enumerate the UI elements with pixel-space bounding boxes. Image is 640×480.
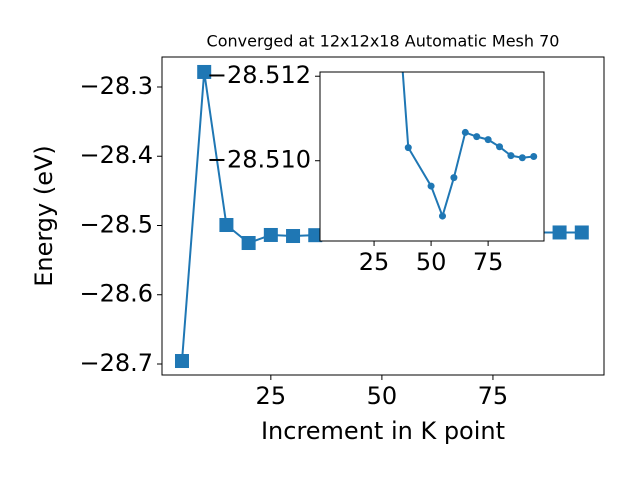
x-tick-label: 25: [359, 248, 390, 276]
marker: [263, 227, 278, 242]
y-tick-label: −28.3: [79, 72, 153, 100]
marker: [496, 143, 504, 151]
marker: [574, 225, 589, 240]
x-axis-label: Increment in K point: [261, 417, 505, 445]
marker: [484, 136, 492, 144]
marker: [518, 154, 526, 162]
marker: [450, 174, 458, 182]
x-tick-label: 75: [478, 382, 509, 410]
x-tick-label: 50: [367, 382, 398, 410]
marker: [552, 225, 567, 240]
marker: [507, 152, 515, 160]
x-tick-label: 50: [416, 248, 447, 276]
marker: [461, 128, 469, 136]
y-axis-label: Energy (eV): [30, 145, 58, 287]
x-tick-label: 75: [473, 248, 504, 276]
marker: [174, 354, 189, 369]
plot-background: [320, 72, 544, 241]
marker: [308, 228, 323, 243]
plot-frame: [161, 56, 605, 376]
y-tick-label: −28.510: [207, 146, 311, 174]
marker: [219, 218, 234, 233]
chart-title: Converged at 12x12x18 Automatic Mesh 70: [207, 32, 560, 51]
x-tick-label: 25: [256, 382, 287, 410]
y-tick-label: −28.6: [79, 280, 153, 308]
y-tick-label: −28.512: [207, 61, 311, 89]
marker: [286, 229, 301, 244]
y-tick-label: −28.5: [79, 210, 153, 238]
marker: [473, 133, 481, 141]
marker: [404, 144, 412, 152]
y-tick-label: −28.7: [79, 349, 153, 377]
marker: [530, 153, 538, 160]
marker: [438, 212, 446, 220]
marker: [427, 182, 435, 190]
plot-frame: [319, 71, 545, 242]
marker: [241, 236, 256, 251]
y-tick-label: −28.4: [79, 141, 153, 169]
marker: [197, 64, 212, 79]
